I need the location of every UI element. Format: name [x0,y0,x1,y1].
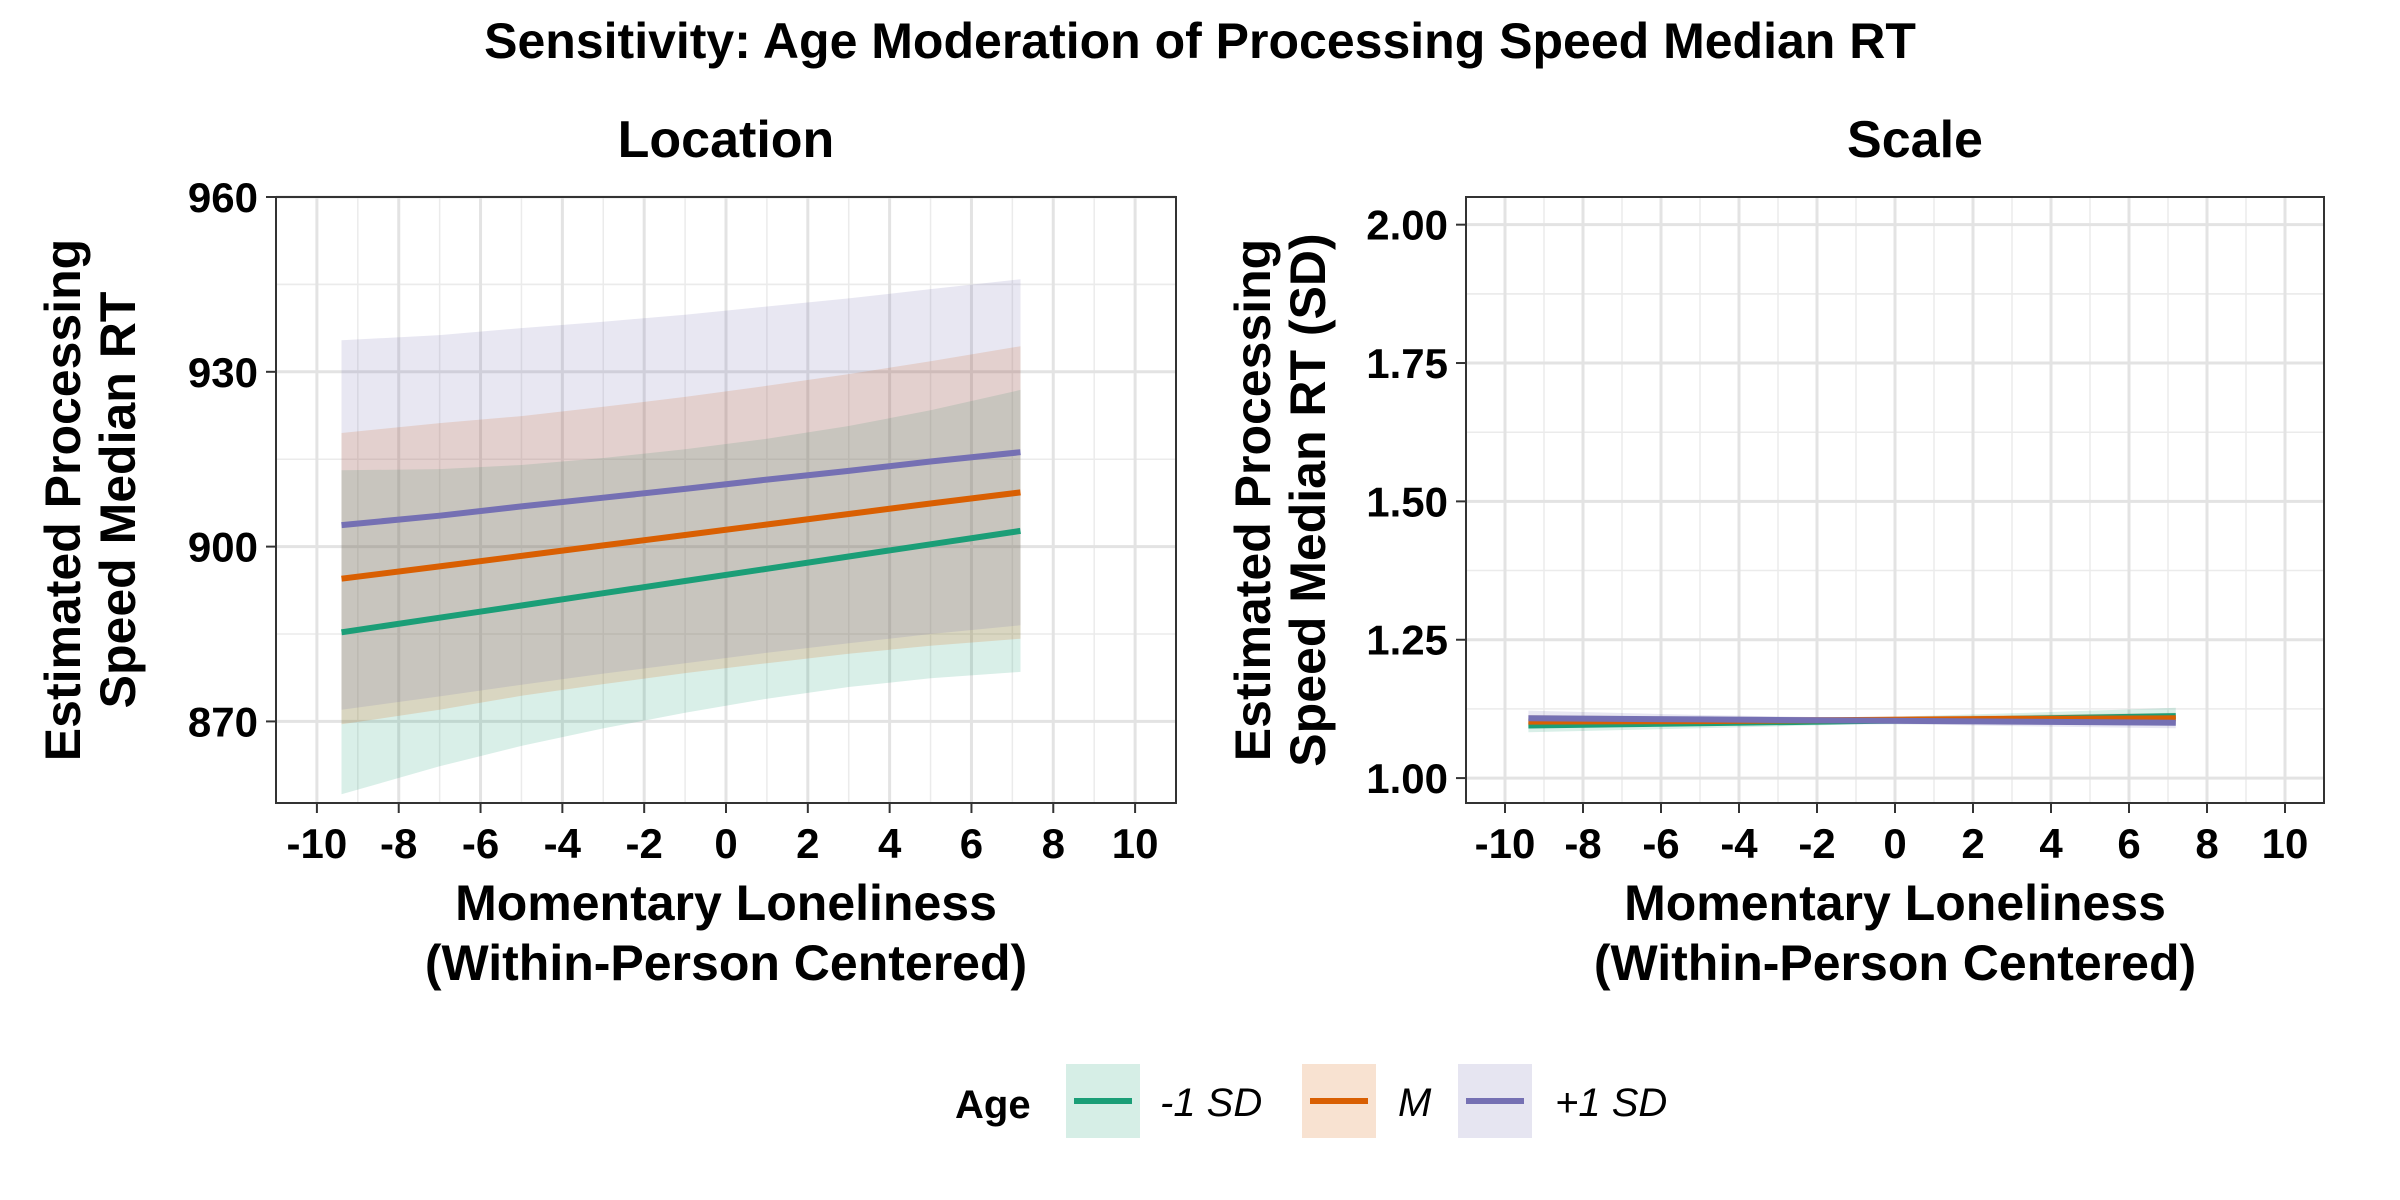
y-tick-label: 870 [188,698,258,745]
y-axis-label: Speed Median RT [90,292,146,709]
legend-label-mean: M [1398,1081,1432,1125]
x-tick-label: -4 [544,820,582,867]
panel-scale: Scale -10 -8 -6 -4 -2 0 2 4 6 8 10 1.00 1.25 1.50 1.75 2… [1225,111,2325,991]
x-tick-label: -6 [462,820,499,867]
legend-key-plus-1sd [1458,1064,1532,1138]
x-tick-label: 10 [2262,820,2309,867]
y-axis-label: Estimated Processing [1225,239,1281,761]
legend: Age -1 SD M +1 SD [955,1064,1667,1138]
x-axis-label-line: Momentary Loneliness [1624,875,2166,931]
x-tick-label: 8 [2195,820,2218,867]
x-axis-label: Momentary Loneliness (Within-Person Cente… [1594,875,2196,991]
confidence-band [341,279,1021,710]
y-tick-label: 930 [188,349,258,396]
x-tick-label: 6 [2117,820,2140,867]
y-axis-label: Estimated Processing [35,239,91,761]
legend-label-plus-1sd: +1 SD [1555,1081,1667,1125]
x-tick-label: -10 [1475,820,1536,867]
panel-title: Location [618,111,835,169]
x-tick-label: -2 [1798,820,1835,867]
y-tick-label: 2.00 [1366,202,1448,249]
x-tick-label: 2 [1961,820,1984,867]
x-tick-label: -4 [1720,820,1758,867]
y-tick-label: 1.25 [1366,617,1448,664]
y-tick-label: 900 [188,524,258,571]
x-tick-label: -8 [1564,820,1601,867]
panel-title: Scale [1847,111,1983,169]
grid [1466,197,2324,803]
x-tick-label: 0 [1883,820,1906,867]
confidence-band [341,389,1021,795]
x-axis-label-line: (Within-Person Centered) [425,935,1027,991]
x-tick-label: 6 [960,820,983,867]
x-tick-label: -10 [287,820,348,867]
series-line [341,489,1021,582]
x-tick-label: -2 [626,820,663,867]
y-tick-label: 1.50 [1366,478,1448,525]
y-tick-label: 1.00 [1366,755,1448,802]
x-axis-label: Momentary Loneliness (Within-Person Cente… [425,875,1027,991]
y-tick-label: 1.75 [1366,340,1448,387]
series-line [1528,715,2176,726]
legend-label-minus-1sd: -1 SD [1160,1081,1262,1125]
legend-key-mean [1302,1064,1376,1138]
legend-key-minus-1sd [1066,1064,1140,1138]
grid [276,195,1176,803]
series-line [341,449,1021,529]
x-axis-label-line: Momentary Loneliness [455,875,997,931]
y-tick-label: 960 [188,174,258,221]
x-tick-label: 10 [1112,820,1159,867]
x-tick-label: 4 [2039,820,2063,867]
x-tick-label: 0 [714,820,737,867]
x-tick-label: -8 [380,820,417,867]
figure-title: Sensitivity: Age Moderation of Processin… [484,13,1916,69]
series-line [341,527,1021,636]
x-tick-label: 2 [796,820,819,867]
x-tick-label: -6 [1642,820,1679,867]
x-tick-label: 8 [1042,820,1065,867]
x-axis-label-line: (Within-Person Centered) [1594,935,2196,991]
x-tick-label: 4 [878,820,902,867]
y-axis-label: Speed Median RT (SD) [1280,233,1336,766]
legend-title: Age [955,1083,1031,1127]
panel-location: Location -10 -8 -6 -4 -2 0 2 4 6 8 10 870 900 930 960 Mo… [35,111,1177,991]
